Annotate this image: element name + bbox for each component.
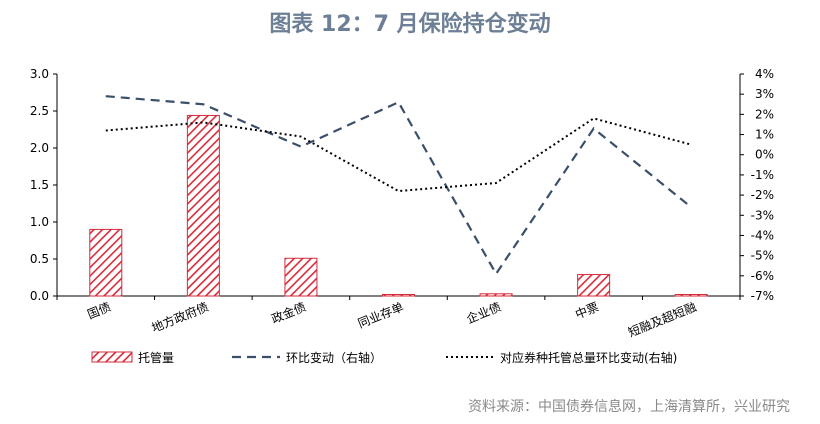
x-tick-label: 政金债 [269,299,308,326]
x-tick-label: 中票 [573,299,601,322]
left-tick-label: 2.0 [30,141,49,155]
legend-label-dashed: 环比变动（右轴） [286,350,382,365]
bar [674,294,708,297]
right-tick-label: 3% [755,87,774,101]
left-tick-label: 2.5 [30,104,49,118]
bar [479,293,513,297]
right-tick-label: 4% [755,67,774,81]
legend: 托管量 环比变动（右轴） 对应券种托管总量环比变动(右轴) [91,350,677,365]
x-tick-label: 国债 [85,300,113,322]
line-series [105,95,692,276]
right-tick-label: -6% [751,269,774,283]
chart-title: 图表 12：7 月保险持仓变动 [269,12,551,37]
right-tick-label: -5% [751,249,774,263]
right-tick-label: -1% [751,168,774,182]
legend-swatch-bar [91,351,133,363]
bar-series [89,114,708,297]
x-tick-label: 地方政府债 [149,299,210,335]
x-tick-label: 企业债 [464,299,503,326]
legend-label-bar: 托管量 [138,350,174,365]
legend-label-dotted: 对应券种托管总量环比变动(右轴) [500,350,677,365]
right-tick-label: -4% [751,228,774,242]
left-tick-label: 0.5 [30,252,49,266]
bar [186,114,220,297]
right-tick-label: -2% [751,188,774,202]
source-note: 资料来源：中国债券信息网，上海清算所，兴业研究 [468,399,790,415]
bar [577,274,611,297]
left-tick-label: 0.0 [30,289,49,303]
left-tick-label: 1.0 [30,215,49,229]
right-tick-label: -3% [751,208,774,222]
bar [382,294,415,297]
dashed-series-line [105,95,692,276]
right-tick-label: 2% [755,107,774,121]
right-tick-label: -7% [751,289,774,303]
left-tick-label: 1.5 [30,178,49,192]
axes [53,73,744,300]
right-tick-label: 1% [755,128,774,142]
x-tick-label: 同业存单 [356,300,406,331]
right-tick-label: 0% [755,148,774,162]
bar [89,228,123,297]
left-tick-label: 3.0 [30,67,49,81]
x-tick-label: 短融及超短融 [626,299,698,340]
bar [284,257,318,297]
